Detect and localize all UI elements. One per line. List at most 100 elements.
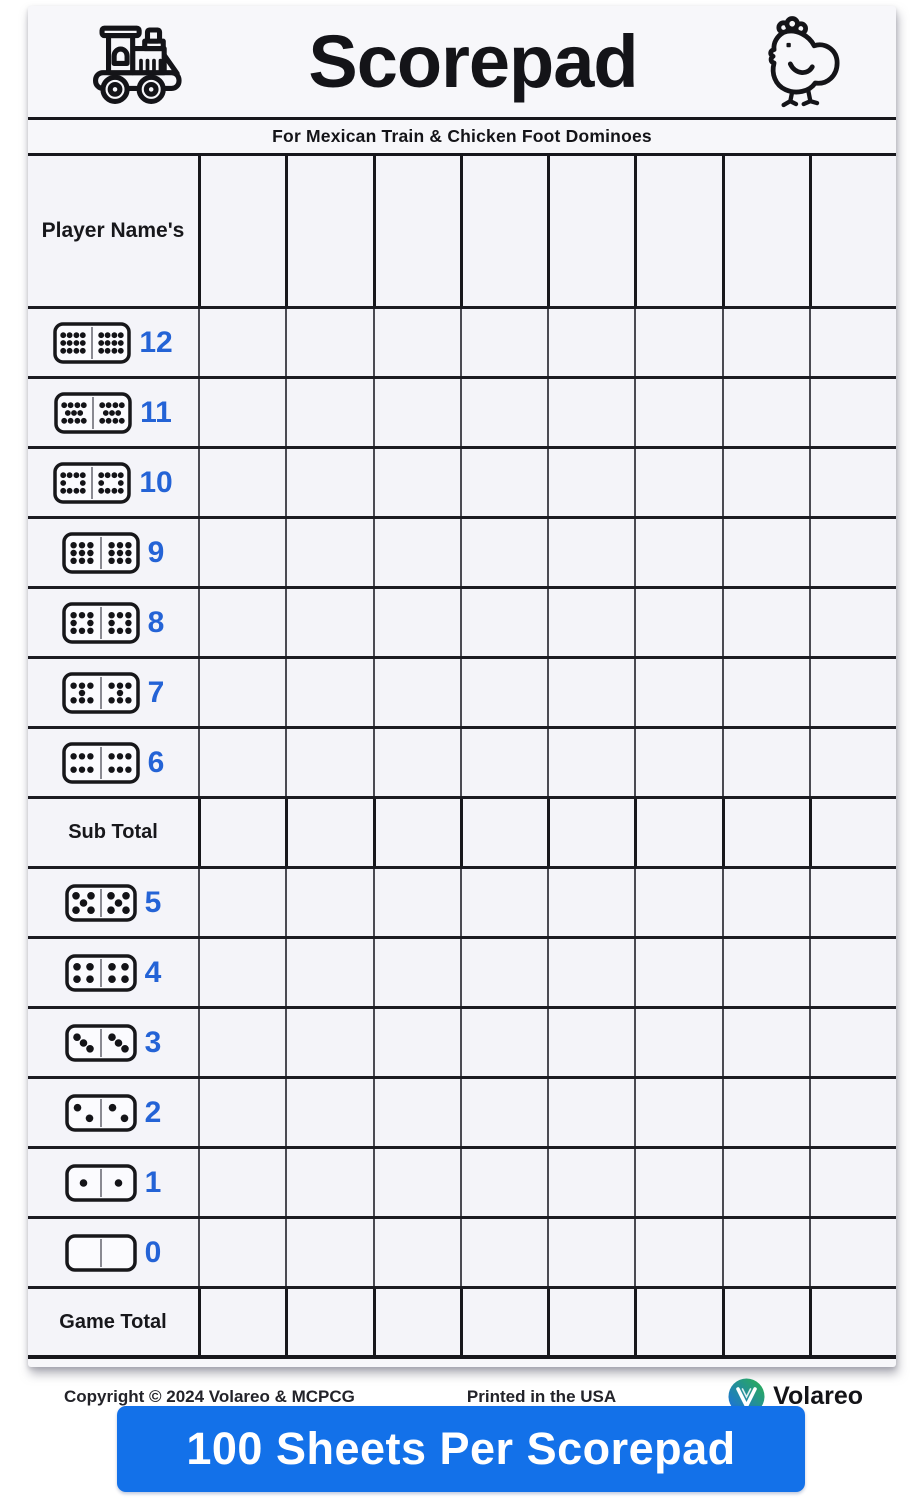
domino-row-label: 11 [28, 379, 198, 446]
score-cell [372, 729, 460, 796]
domino-9-icon [61, 531, 140, 574]
score-cell [372, 519, 460, 586]
score-cell [721, 1009, 809, 1076]
score-cell [547, 799, 634, 866]
score-cell [634, 589, 721, 656]
score-cell [547, 1289, 634, 1355]
score-cell [808, 729, 896, 796]
subtitle-band: For Mexican Train & Chicken Foot Dominoe… [28, 120, 896, 153]
domino-0-icon [64, 1233, 137, 1272]
header-divider [28, 117, 896, 120]
score-cell [721, 1289, 809, 1355]
score-cell [459, 1149, 547, 1216]
score-cell [808, 869, 896, 936]
score-cell [459, 589, 547, 656]
score-cell [372, 939, 460, 1006]
score-cell [198, 1009, 285, 1076]
domino-number: 5 [144, 885, 162, 919]
score-cell [198, 379, 285, 446]
score-cell [372, 799, 460, 866]
domino-4-icon [64, 953, 137, 992]
score-cell [459, 799, 547, 866]
score-cell [285, 519, 372, 586]
score-cell [198, 659, 285, 726]
domino-row-12: 12 [28, 309, 896, 379]
score-cell [372, 1149, 460, 1216]
domino-row-1: 1 [28, 1149, 896, 1219]
score-cell [808, 799, 896, 866]
score-cell [808, 379, 896, 446]
score-cell [547, 1009, 634, 1076]
domino-row-3: 3 [28, 1009, 896, 1079]
score-cell [721, 939, 809, 1006]
score-cell [721, 589, 809, 656]
score-cell [808, 589, 896, 656]
domino-row-label: 1 [28, 1149, 198, 1216]
printed-text: Printed in the USA [466, 1386, 617, 1406]
domino-number: 0 [144, 1235, 162, 1269]
score-cell [372, 309, 460, 376]
score-cell [547, 869, 634, 936]
score-cell [285, 799, 372, 866]
score-cell [198, 1079, 285, 1146]
domino-number: 10 [139, 465, 173, 499]
domino-row-label: 6 [28, 729, 198, 796]
score-cell [459, 1289, 547, 1355]
domino-row-label: 9 [28, 519, 198, 586]
score-cell [198, 309, 285, 376]
score-cell [198, 1219, 285, 1286]
score-cell [721, 799, 809, 866]
header: Scorepad [28, 6, 896, 117]
score-cell [634, 659, 721, 726]
domino-number: 2 [144, 1095, 162, 1129]
score-cell [634, 449, 721, 516]
player-header-label: Player Name's [41, 219, 185, 242]
score-cell [721, 379, 809, 446]
score-cell [285, 869, 372, 936]
player-name-cell [808, 156, 896, 306]
domino-row-4: 4 [28, 939, 896, 1009]
score-cell [372, 449, 460, 516]
gametotal-row: Game Total [28, 1289, 896, 1355]
scorepad-sheet: Scorepad For Mexican Train & Chicken Foo… [28, 6, 896, 1415]
score-cell [372, 1079, 460, 1146]
domino-10-icon [53, 461, 132, 504]
footer: Copyright © 2024 Volareo & MCPCG Printed… [28, 1359, 896, 1434]
player-name-cell [285, 156, 372, 306]
domino-number: 6 [147, 745, 165, 779]
score-cell [285, 659, 372, 726]
score-cell [372, 659, 460, 726]
score-cell [198, 869, 285, 936]
domino-row-0: 0 [28, 1219, 896, 1289]
score-cell [547, 1149, 634, 1216]
brand: Volareo [728, 1378, 863, 1415]
score-cell [634, 1009, 721, 1076]
score-cell [808, 1219, 896, 1286]
domino-number: 11 [140, 395, 172, 429]
score-cell [285, 1009, 372, 1076]
score-cell [285, 1289, 372, 1355]
domino-2-icon [64, 1093, 137, 1132]
player-header-row: Player Name's [28, 156, 896, 309]
domino-row-label: 10 [28, 449, 198, 516]
domino-number: 12 [139, 325, 173, 359]
score-cell [634, 1149, 721, 1216]
domino-row-8: 8 [28, 589, 896, 659]
score-cell [721, 1149, 809, 1216]
domino-number: 8 [147, 605, 165, 639]
score-cell [808, 659, 896, 726]
score-cell [547, 309, 634, 376]
score-cell [721, 869, 809, 936]
score-cell [285, 1149, 372, 1216]
score-cell [547, 939, 634, 1006]
domino-row-label: 4 [28, 939, 198, 1006]
score-cell [459, 939, 547, 1006]
score-cell [634, 1289, 721, 1355]
domino-8-icon [61, 601, 140, 644]
domino-row-11: 11 [28, 379, 896, 449]
score-cell [721, 1079, 809, 1146]
domino-number: 3 [144, 1025, 162, 1059]
score-cell [372, 1219, 460, 1286]
score-cell [547, 589, 634, 656]
score-cell [547, 1219, 634, 1286]
